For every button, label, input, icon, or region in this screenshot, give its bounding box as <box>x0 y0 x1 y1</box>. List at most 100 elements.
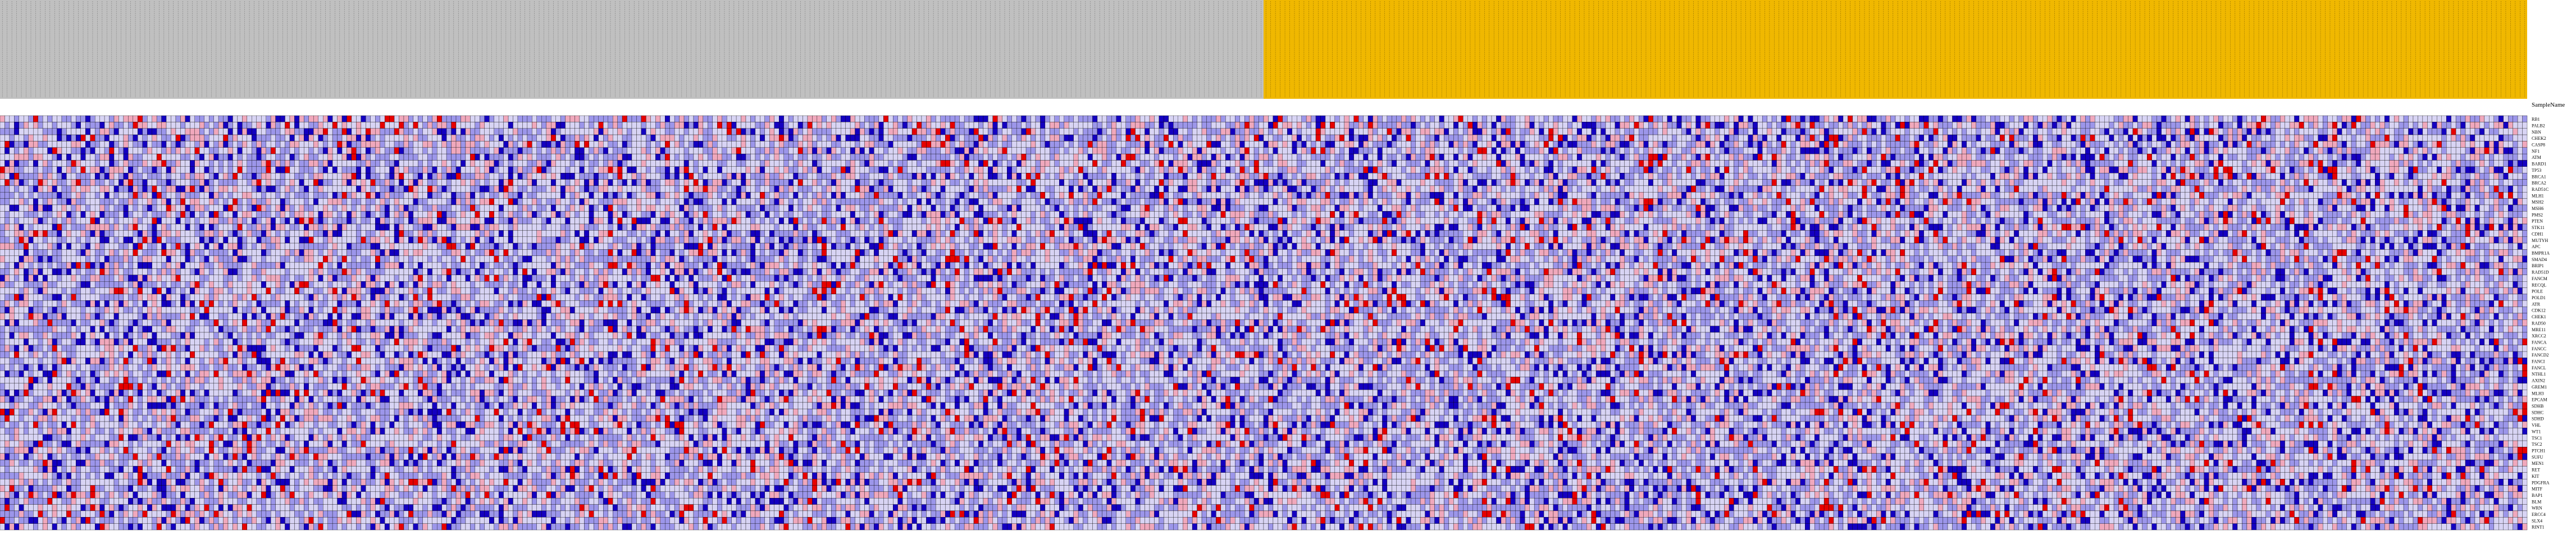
heatmap-cell <box>518 129 522 135</box>
heatmap-cell <box>1016 116 1021 122</box>
heatmap-cell <box>1720 135 1724 141</box>
heatmap-cell <box>1572 122 1577 128</box>
heatmap-cell <box>1743 141 1748 147</box>
heatmap-cell <box>2137 122 2142 128</box>
heatmap-cell <box>1468 116 1472 122</box>
heatmap-cell <box>285 122 290 128</box>
heatmap-cell <box>1957 116 1962 122</box>
heatmap-cell <box>1216 135 1220 141</box>
heatmap-cell <box>1881 129 1886 135</box>
heatmap-cell <box>846 129 850 135</box>
heatmap-cell <box>1287 135 1292 141</box>
heatmap-cell <box>2247 141 2251 147</box>
heatmap-cell <box>2470 135 2474 141</box>
heatmap-cell <box>2190 141 2194 147</box>
heatmap-cell <box>1092 122 1097 128</box>
heatmap-cell <box>827 122 831 128</box>
heatmap-cell <box>176 141 180 147</box>
heatmap-cell <box>1838 135 1843 141</box>
heatmap-cell <box>1739 135 1743 141</box>
heatmap-cell <box>1967 135 1971 141</box>
heatmap-cell <box>52 141 57 147</box>
heatmap-cell <box>1667 141 1672 147</box>
heatmap-cell <box>2484 135 2489 141</box>
heatmap-cell <box>1644 141 1648 147</box>
heatmap-cell <box>1995 141 2000 147</box>
heatmap-cell <box>1373 129 1378 135</box>
heatmap-cell <box>694 122 698 128</box>
heatmap-cell <box>147 129 152 135</box>
heatmap-cell <box>874 116 878 122</box>
heatmap-cell <box>1439 122 1444 128</box>
heatmap-cell <box>1520 129 1525 135</box>
heatmap-cell <box>1914 122 1919 128</box>
heatmap-cell <box>1330 129 1334 135</box>
heatmap-cell <box>380 135 385 141</box>
heatmap-cell <box>1411 116 1415 122</box>
heatmap-cell <box>204 135 209 141</box>
heatmap-cell <box>2104 141 2109 147</box>
heatmap-cell <box>1838 141 1843 147</box>
heatmap-cell <box>1373 135 1378 141</box>
heatmap-cell <box>974 116 978 122</box>
heatmap-cell <box>1002 129 1007 135</box>
heatmap-cell <box>1872 122 1876 128</box>
heatmap-cell <box>110 141 114 147</box>
heatmap-cell <box>1943 116 1948 122</box>
heatmap-cell <box>603 122 608 128</box>
heatmap-cell <box>238 122 242 128</box>
heatmap-cell <box>432 141 437 147</box>
heatmap-cell <box>399 116 404 122</box>
heatmap-cell <box>1677 141 1681 147</box>
heatmap-cell <box>955 135 959 141</box>
heatmap-cell <box>404 129 408 135</box>
heatmap-cell <box>1092 135 1097 141</box>
heatmap-cell <box>2356 141 2360 147</box>
heatmap-cell <box>1953 141 1957 147</box>
heatmap-cell <box>2190 116 2194 122</box>
heatmap-cell <box>1482 135 1487 141</box>
heatmap-cell <box>1311 122 1316 128</box>
heatmap-cell <box>1330 141 1334 147</box>
heatmap-cell <box>14 129 19 135</box>
heatmap-cell <box>2479 135 2484 141</box>
heatmap-cell <box>1867 129 1871 135</box>
heatmap-cell <box>285 135 290 141</box>
heatmap-cell <box>2162 141 2166 147</box>
heatmap-cell <box>1734 135 1738 141</box>
heatmap-cell <box>566 141 570 147</box>
heatmap-cell <box>874 122 878 128</box>
heatmap-cell <box>2228 122 2232 128</box>
heatmap-cell <box>1416 141 1420 147</box>
heatmap-cell <box>427 122 432 128</box>
heatmap-cell <box>755 122 760 128</box>
heatmap-cell <box>24 129 28 135</box>
heatmap-cell <box>133 141 138 147</box>
heatmap-cell <box>741 148 746 154</box>
heatmap-cell <box>898 116 902 122</box>
heatmap-cell <box>1934 141 1938 147</box>
heatmap-cell <box>665 116 669 122</box>
heatmap-cell <box>1458 135 1463 141</box>
heatmap-cell <box>2009 116 2014 122</box>
heatmap-cell <box>769 129 774 135</box>
heatmap-cell <box>228 148 232 154</box>
heatmap-cell <box>2427 141 2432 147</box>
heatmap-cell <box>2513 141 2518 147</box>
heatmap-cell <box>1364 116 1368 122</box>
heatmap-cell <box>218 116 223 122</box>
heatmap-cell <box>95 135 99 141</box>
heatmap-cell <box>831 148 836 154</box>
heatmap-cell <box>2214 129 2218 135</box>
heatmap-cell <box>1781 135 1786 141</box>
heatmap-cell <box>2048 122 2052 128</box>
heatmap-cell <box>2285 135 2290 141</box>
heatmap-cell <box>1957 122 1962 128</box>
heatmap-cell <box>1853 129 1857 135</box>
heatmap-cell <box>641 116 646 122</box>
heatmap-cell <box>2237 116 2242 122</box>
heatmap-cell <box>2442 122 2446 128</box>
heatmap-cell <box>1592 141 1596 147</box>
heatmap-cell <box>1221 135 1225 141</box>
heatmap-cell <box>1169 116 1173 122</box>
